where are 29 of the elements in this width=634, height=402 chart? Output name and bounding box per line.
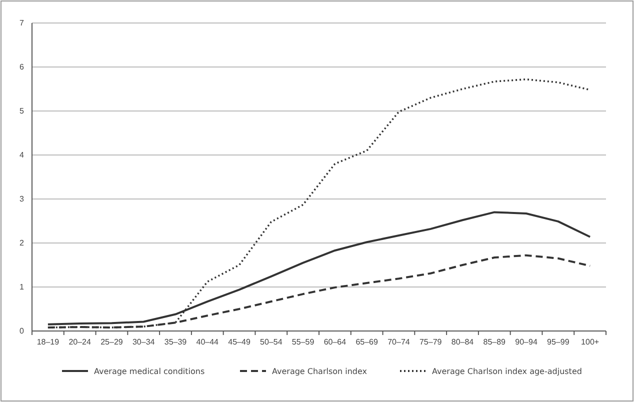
x-tick-label: 70–74 <box>388 338 410 347</box>
y-tick-label: 6 <box>20 62 25 72</box>
x-tick-label: 40–44 <box>196 338 220 347</box>
x-tick-label: 55–59 <box>292 338 315 347</box>
legend-label: Average Charlson index <box>272 367 368 376</box>
x-tick-label: 80–84 <box>451 338 474 347</box>
x-tick-label: 95–99 <box>547 338 570 347</box>
y-tick-label: 3 <box>20 194 25 204</box>
y-tick-label: 7 <box>20 18 25 28</box>
y-tick-label: 0 <box>20 326 25 336</box>
x-tick-label: 100+ <box>581 338 600 347</box>
legend-label: Average medical conditions <box>94 367 205 376</box>
x-tick-label: 30–34 <box>132 338 156 347</box>
y-tick-label: 4 <box>20 150 25 160</box>
x-tick-label: 25–29 <box>100 338 124 347</box>
legend-label: Average Charlson index age-adjusted <box>432 367 582 376</box>
x-tick-label: 75–79 <box>419 338 442 347</box>
x-tick-label: 50–54 <box>260 338 283 347</box>
x-tick-label: 60–64 <box>324 338 347 347</box>
x-tick-label: 45–49 <box>228 338 251 347</box>
y-tick-label: 1 <box>20 282 25 292</box>
y-tick-label: 2 <box>20 238 25 248</box>
x-tick-label: 90–94 <box>515 338 538 347</box>
y-tick-label: 5 <box>20 106 25 116</box>
x-tick-label: 18–19 <box>36 338 60 347</box>
x-tick-label: 35–39 <box>164 338 188 347</box>
x-tick-label: 20–24 <box>68 338 92 347</box>
x-tick-label: 85–89 <box>483 338 506 347</box>
x-tick-label: 65–69 <box>356 338 379 347</box>
